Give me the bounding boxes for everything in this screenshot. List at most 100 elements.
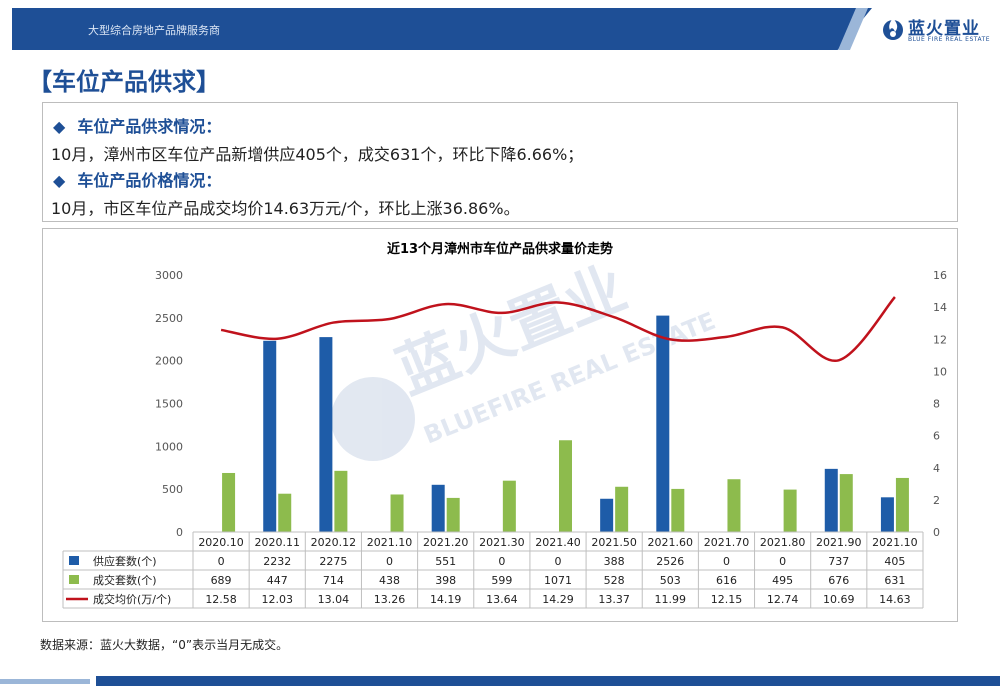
data-source-note: 数据来源：蓝火大数据，“0”表示当月无成交。 (40, 638, 289, 652)
y-right-tick-label: 2 (933, 494, 940, 507)
data-table-cell: 737 (828, 555, 849, 568)
data-table-cell: 676 (828, 574, 849, 587)
data-table-cell: 616 (716, 574, 737, 587)
deals-bar (334, 470, 348, 532)
chart-frame: 蓝火置业 BLUEFIRE REAL ESTATE 近13个月漳州市车位产品供求… (42, 228, 958, 622)
deals-bar (895, 477, 909, 532)
data-table-cell: 398 (435, 574, 456, 587)
data-table-cell: 0 (218, 555, 225, 568)
data-table-cell: 13.04 (318, 593, 350, 606)
diamond-bullet-icon: ◆ (53, 171, 66, 190)
x-tick-label: 2021.60 (648, 536, 694, 549)
data-table-cell: 438 (379, 574, 400, 587)
y-right-tick-label: 8 (933, 398, 940, 411)
summary-box: ◆ 车位产品供求情况： 10月，漳州市区车位产品新增供应405个，成交631个，环… (42, 102, 958, 222)
x-tick-label: 2021.30 (479, 536, 525, 549)
data-table-cell: 551 (435, 555, 456, 568)
x-tick-label: 2021.40 (535, 536, 581, 549)
y-left-tick-label: 1000 (155, 440, 183, 453)
data-table-cell: 0 (723, 555, 730, 568)
y-left-tick-label: 2000 (155, 355, 183, 368)
data-table-cell: 2526 (656, 555, 684, 568)
y-right-tick-label: 14 (933, 301, 947, 314)
deals-bar (727, 479, 741, 532)
deals-bar (278, 493, 292, 532)
deals-bar (446, 497, 460, 532)
header-tagline: 大型综合房地产品牌服务商 (88, 24, 220, 37)
chart-title: 近13个月漳州市车位产品供求量价走势 (387, 241, 613, 257)
supply-bar (431, 484, 445, 532)
y-left-tick-label: 0 (176, 526, 183, 539)
x-tick-label: 2020.11 (254, 536, 300, 549)
x-tick-label: 2021.10 (872, 536, 918, 549)
footer-stripe (0, 679, 90, 684)
x-tick-label: 2021.50 (591, 536, 637, 549)
x-tick-label: 2021.10 (367, 536, 413, 549)
data-table-cell: 689 (211, 574, 232, 587)
summary-heading-supply-text: 车位产品供求情况： (77, 117, 222, 136)
data-table-cell: 14.63 (879, 593, 911, 606)
data-table-cell: 405 (884, 555, 905, 568)
data-table-cell: 12.74 (767, 593, 799, 606)
supply-bar (263, 340, 277, 532)
data-table-cell: 714 (323, 574, 344, 587)
data-table-cell: 1071 (544, 574, 572, 587)
x-tick-label: 2020.12 (311, 536, 357, 549)
deals-bar (839, 474, 853, 532)
data-table-cell: 12.58 (205, 593, 237, 606)
data-table-cell: 14.29 (542, 593, 574, 606)
watermark-text-cn: 蓝火置业 (387, 253, 636, 408)
legend-label: 成交均价(万/个) (93, 592, 171, 606)
x-tick-label: 2021.20 (423, 536, 469, 549)
legend-label: 成交套数(个) (93, 573, 157, 587)
page-title: 【车位产品供求】 (28, 68, 220, 96)
legend-swatch (69, 556, 79, 565)
watermark-flame-icon (331, 377, 415, 461)
data-table-cell: 631 (884, 574, 905, 587)
data-table-cell: 13.64 (486, 593, 518, 606)
data-table-cell: 0 (498, 555, 505, 568)
flame-logo-icon (883, 18, 903, 40)
data-table-cell: 11.99 (655, 593, 687, 606)
supply-bar (319, 337, 333, 532)
price-line (220, 296, 896, 362)
data-table-cell: 503 (660, 574, 681, 587)
x-tick-label: 2021.70 (704, 536, 750, 549)
summary-heading-price: ◆ 车位产品价格情况： (53, 167, 221, 191)
supply-bar (600, 498, 614, 532)
data-table-cell: 2275 (319, 555, 347, 568)
y-left-tick-label: 500 (162, 483, 183, 496)
supply-bar (880, 497, 894, 532)
y-right-tick-label: 6 (933, 430, 940, 443)
logo: 蓝火置业 BLUE FIRE REAL ESTATE (882, 12, 992, 48)
deals-bar (502, 480, 516, 532)
supply-bar (656, 315, 670, 532)
data-table-cell: 2232 (263, 555, 291, 568)
y-right-tick-label: 4 (933, 462, 940, 475)
data-table-cell: 495 (772, 574, 793, 587)
data-table-cell: 0 (555, 555, 562, 568)
data-table-cell: 13.37 (598, 593, 630, 606)
x-tick-label: 2021.80 (760, 536, 806, 549)
footer-bar (96, 676, 1000, 686)
data-table-cell: 388 (604, 555, 625, 568)
y-left-tick-label: 2500 (155, 312, 183, 325)
data-table-cell: 14.19 (430, 593, 462, 606)
deals-bar (615, 486, 629, 532)
summary-heading-supply: ◆ 车位产品供求情况： (53, 113, 221, 137)
deals-bar (390, 494, 404, 532)
legend-swatch (69, 575, 79, 584)
y-right-tick-label: 10 (933, 365, 947, 378)
data-table-cell: 12.15 (711, 593, 743, 606)
data-table-cell: 0 (386, 555, 393, 568)
y-right-tick-label: 12 (933, 333, 947, 346)
chart: 蓝火置业 BLUEFIRE REAL ESTATE 近13个月漳州市车位产品供求… (62, 241, 947, 609)
x-tick-label: 2021.90 (816, 536, 862, 549)
deals-bar (783, 489, 797, 532)
deals-bar (671, 488, 685, 532)
data-table-cell: 0 (779, 555, 786, 568)
data-table-cell: 12.03 (261, 593, 293, 606)
data-table-cell: 10.69 (823, 593, 855, 606)
logo-text-cn: 蓝火置业 (908, 19, 980, 39)
supply-bar (824, 468, 838, 532)
